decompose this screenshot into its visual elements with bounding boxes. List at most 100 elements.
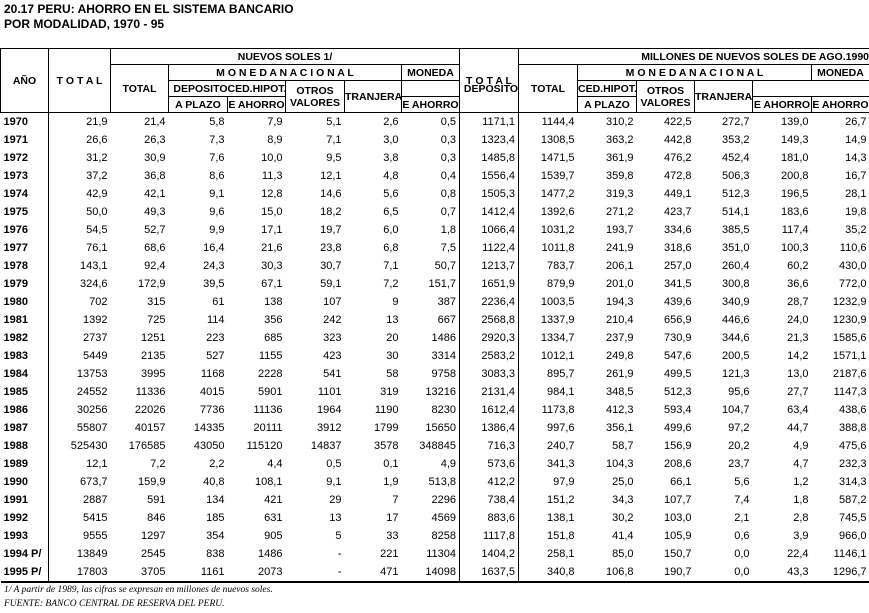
value-cell: 115120 <box>246 440 283 452</box>
value-cell: 541 <box>323 368 342 380</box>
value-cell: 221 <box>380 548 399 560</box>
value-cell: 29 <box>329 494 342 506</box>
value-cell: 22,4 <box>787 548 809 560</box>
value-cell: 1486 <box>431 332 456 344</box>
value-cell: 1232,9 <box>832 296 867 308</box>
value-cell: 310,2 <box>605 116 634 128</box>
value-cell: 97,9 <box>518 473 578 491</box>
value-cell: 14837 <box>310 440 342 452</box>
table-row: 1975 50,0 49,3 9,6 15,0 18,2 6,5 0,7 1412,4 1392,… <box>1 203 869 221</box>
value-cell: 66,1 <box>670 476 692 488</box>
value-cell: 895,7 <box>518 365 578 383</box>
year-cell: 1992 <box>3 512 28 524</box>
table-row: 1973 37,2 36,8 8,6 11,3 12,1 4,8 0,4 1556,4 1539,… <box>1 167 869 185</box>
table-row: 1984 13753 3995 1168 2228 541 58 9758 3083,3 895,… <box>1 365 869 383</box>
value-cell: 43050 <box>193 440 225 452</box>
value-cell: 340,8 <box>518 563 578 583</box>
value-cell: 208,6 <box>663 458 692 470</box>
value-cell: 18,2 <box>320 206 342 218</box>
value-cell: 387 <box>437 296 456 308</box>
value-cell: 514,1 <box>721 206 750 218</box>
header-cell: AÑO <box>0 48 49 113</box>
value-cell: 258,1 <box>518 545 578 563</box>
value-cell: 1386,4 <box>459 419 519 437</box>
year-cell: 1987 <box>3 422 28 434</box>
value-cell: 151,2 <box>518 491 578 509</box>
value-cell: 249,8 <box>605 350 634 362</box>
value-cell: 1,9 <box>383 476 399 488</box>
value-cell: 1637,5 <box>459 563 519 583</box>
value-cell: 9,9 <box>209 224 225 236</box>
value-cell: 3083,3 <box>459 365 519 383</box>
value-cell: 9,6 <box>209 206 225 218</box>
value-cell: 8230 <box>431 404 456 416</box>
value-cell: 28,7 <box>787 296 809 308</box>
table-row: 1980 702 315 61 138 107 9 387 2236,4 1003,5 194,3 4… <box>1 293 869 311</box>
value-cell: 1171,1 <box>459 112 519 131</box>
value-cell: 1117,8 <box>459 527 519 545</box>
value-cell: 5,8 <box>209 116 225 128</box>
value-cell: 341,5 <box>663 278 692 290</box>
value-cell: 1,2 <box>793 476 809 488</box>
value-cell: 20111 <box>253 422 283 434</box>
value-cell: 2296 <box>431 494 456 506</box>
value-cell: 3705 <box>110 563 169 583</box>
value-cell: 905 <box>264 530 283 542</box>
value-cell: 359,8 <box>605 170 634 182</box>
value-cell: 1101 <box>317 386 342 398</box>
table-row: 1990 673,7 159,9 40,8 108,1 9,1 1,9 513,8 412,2 9… <box>1 473 869 491</box>
value-cell: 3578 <box>374 440 399 452</box>
year-cell: 1979 <box>3 278 28 290</box>
value-cell: 2,8 <box>793 512 809 524</box>
value-cell: 60,2 <box>787 260 809 272</box>
value-cell: 30,9 <box>144 152 166 164</box>
value-cell: 314,3 <box>838 476 867 488</box>
value-cell: 527 <box>206 350 225 362</box>
value-cell: 730,9 <box>663 332 692 344</box>
value-cell: 2583,2 <box>459 347 519 365</box>
value-cell: 58,7 <box>612 440 634 452</box>
table-row: 1987 55807 40157 14335 20111 3912 1799 15650 138… <box>1 419 869 437</box>
value-cell: 1556,4 <box>459 167 519 185</box>
value-cell: 1392,6 <box>518 203 578 221</box>
value-cell: 8,9 <box>267 134 283 146</box>
value-cell: 21,9 <box>48 112 111 131</box>
table-row: 1985 24552 11336 4015 5901 1101 319 13216 2131,4… <box>1 383 869 401</box>
value-cell: 49,3 <box>144 206 166 218</box>
value-cell: 506,3 <box>721 170 750 182</box>
value-cell: 356,1 <box>605 422 634 434</box>
header-cell: TRANJERA <box>344 80 402 113</box>
value-cell: 12,8 <box>261 188 283 200</box>
value-cell: 16,7 <box>845 170 867 182</box>
header-cell: MILLONES DE NUEVOS SOLES DE AGO.1990 <box>518 48 869 65</box>
year-cell: 1977 <box>3 242 28 254</box>
value-cell: 14335 <box>193 422 225 434</box>
value-cell: 351,0 <box>721 242 750 254</box>
value-cell: 423 <box>323 350 342 362</box>
value-cell: 1012,1 <box>518 347 578 365</box>
value-cell: 438,6 <box>838 404 867 416</box>
value-cell: 26,3 <box>144 134 166 146</box>
value-cell: 422,5 <box>663 116 692 128</box>
value-cell: 121,3 <box>721 368 750 380</box>
year-cell: 1982 <box>3 332 28 344</box>
value-cell: 185 <box>206 512 225 524</box>
value-cell: 223 <box>206 332 225 344</box>
value-cell: 7736 <box>200 404 225 416</box>
value-cell: 4,4 <box>267 458 283 470</box>
value-cell: 200,8 <box>780 170 809 182</box>
value-cell: 50,7 <box>434 260 456 272</box>
value-cell: 667 <box>437 314 456 326</box>
value-cell: 7 <box>392 494 399 506</box>
value-cell: 260,4 <box>721 260 750 272</box>
value-cell: 1477,2 <box>518 185 578 203</box>
value-cell: 499,5 <box>663 368 692 380</box>
value-cell: 59,1 <box>320 278 342 290</box>
value-cell: 149,3 <box>780 134 809 146</box>
value-cell: 26,6 <box>48 131 111 149</box>
value-cell: 6,0 <box>383 224 399 236</box>
header-cell: OTROS VALORES <box>636 80 695 113</box>
value-cell: 9 <box>392 296 399 308</box>
value-cell: 883,6 <box>459 509 519 527</box>
value-cell: 9,1 <box>209 188 225 200</box>
